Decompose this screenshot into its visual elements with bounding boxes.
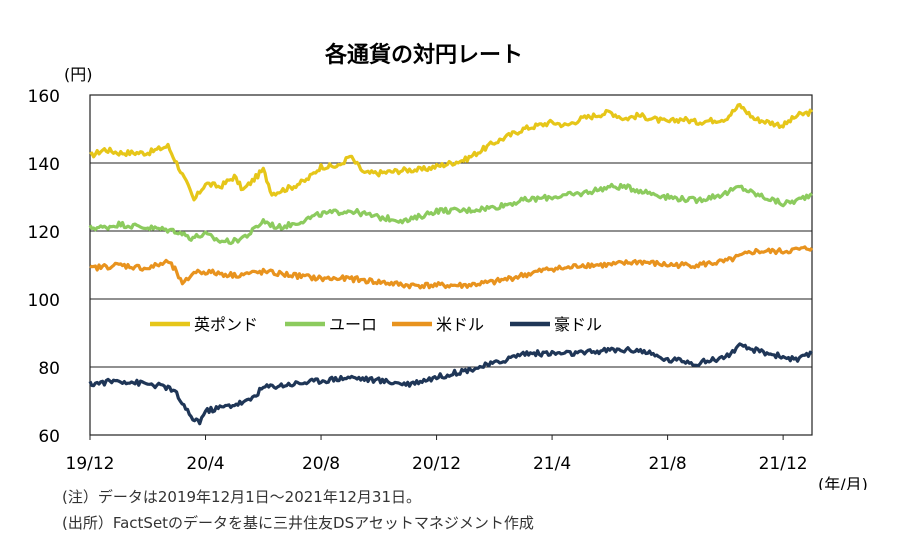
plot-frame <box>89 94 813 436</box>
chart-canvas: 各通貨の対円レート (円) (年/月) 60 80 100 120 140 160 19/… <box>28 42 868 490</box>
legend: 英ポンド ユーロ 米ドル 豪ドル <box>150 315 602 334</box>
y-tick-label: 100 <box>28 291 60 311</box>
x-tick-label: 21/4 <box>533 454 571 474</box>
x-axis-unit: (年/月) <box>818 475 868 490</box>
legend-label-0: 英ポンド <box>194 315 258 334</box>
y-tick-label: 80 <box>38 359 60 379</box>
legend-label-2: 米ドル <box>436 315 484 334</box>
x-tick-label: 20/4 <box>186 454 224 474</box>
x-tick-label: 19/12 <box>66 454 115 474</box>
x-tick-label: 20/8 <box>302 454 340 474</box>
legend-label-1: ユーロ <box>329 315 377 334</box>
series-line-0 <box>89 102 814 202</box>
y-axis-ticks: 60 80 100 120 140 160 <box>28 87 60 447</box>
x-tick-label: 21/8 <box>649 454 687 474</box>
x-axis-ticks: 19/12 20/4 20/8 20/12 21/4 21/8 21/12 <box>66 435 808 474</box>
chart-title: 各通貨の対円レート <box>324 42 523 68</box>
footnote: (注）データは2019年12月1日～2021年12月31日。 <box>62 488 422 506</box>
source-note: (出所）FactSetのデータを基に三井住友DSアセットマネジメント作成 <box>62 514 534 532</box>
x-tick-label: 20/12 <box>412 454 461 474</box>
y-axis-unit: (円) <box>64 65 93 84</box>
y-tick-label: 120 <box>28 223 60 243</box>
series-lines <box>88 102 814 426</box>
legend-label-3: 豪ドル <box>554 315 602 334</box>
x-tick-label: 21/12 <box>759 454 808 474</box>
y-tick-label: 160 <box>28 87 60 107</box>
series-line-2 <box>89 245 814 290</box>
y-tick-label: 60 <box>38 427 60 447</box>
y-tick-label: 140 <box>28 155 60 175</box>
series-line-3 <box>88 342 813 426</box>
series-line-1 <box>88 182 813 246</box>
